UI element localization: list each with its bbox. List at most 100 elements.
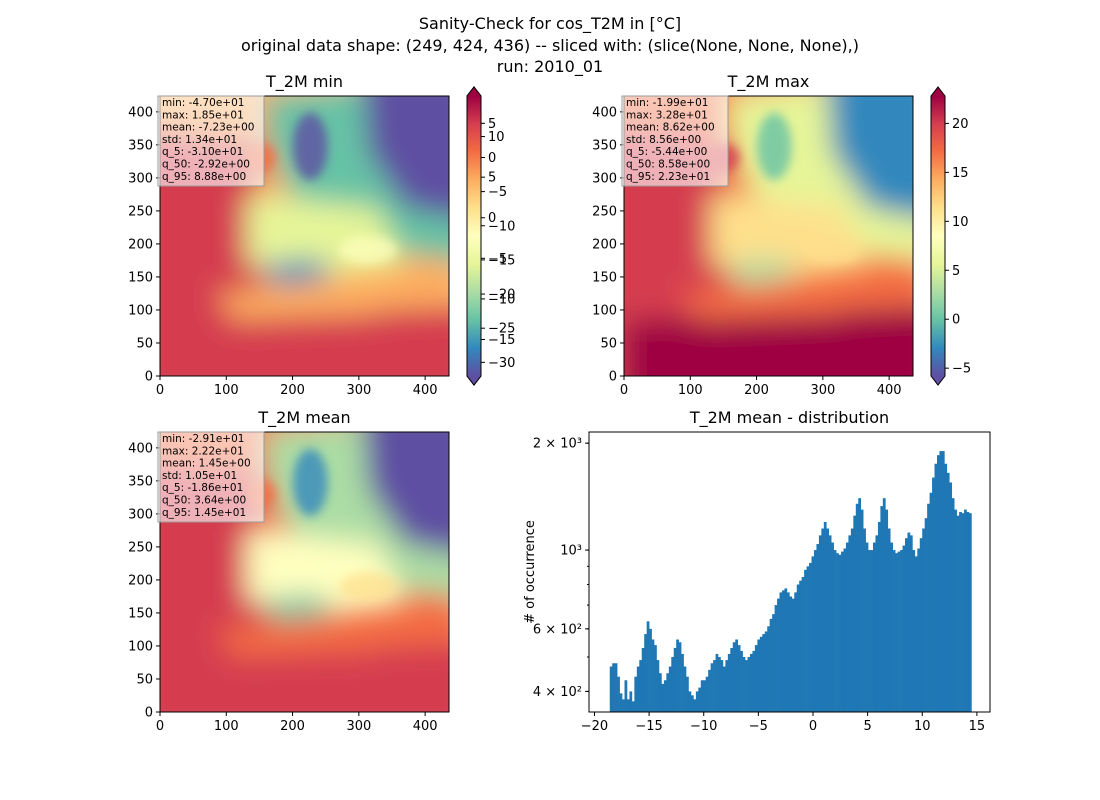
stats-line: mean: 8.62e+00 <box>626 122 715 134</box>
colorbar-extend-min <box>931 376 945 385</box>
colorbar-tick-label: 15 <box>952 166 969 181</box>
histogram-bar <box>666 673 670 712</box>
histogram-bar <box>870 550 874 712</box>
histogram-bar <box>636 666 640 712</box>
histogram-bar <box>722 666 726 712</box>
histogram-bar <box>927 503 930 712</box>
histogram-bar <box>858 498 862 712</box>
histogram-bar <box>946 472 950 712</box>
histogram-bar <box>617 676 620 712</box>
axes-frame <box>623 95 914 377</box>
histogram-bar <box>895 553 898 712</box>
histogram-bar <box>882 498 886 712</box>
panel-title: T_2M mean <box>257 408 350 428</box>
colorbar-tick-label: 0 <box>952 313 960 328</box>
y-tick-label: 400 <box>128 105 153 120</box>
histogram-bar <box>831 542 834 712</box>
histogram-bar <box>654 645 657 712</box>
stats-line: min: -4.70e+01 <box>162 97 244 109</box>
histogram-bar <box>865 542 869 712</box>
histogram-bar <box>799 580 802 712</box>
histogram-bar <box>730 648 734 712</box>
histogram-bar <box>845 542 849 712</box>
stats-line: max: 2.22e+01 <box>162 445 244 457</box>
stats-line: q_95: 8.88e+00 <box>162 171 246 183</box>
histogram-bar <box>767 626 770 712</box>
colorbar-extend-min <box>467 376 481 385</box>
y-tick-label: 200 <box>128 237 153 252</box>
histogram-bar <box>774 605 778 712</box>
histogram-bar <box>919 538 923 712</box>
histogram-bar <box>841 551 844 712</box>
histogram-bar <box>811 556 815 712</box>
heatmap-image <box>160 432 449 712</box>
histogram-bar <box>762 634 766 712</box>
histogram-bar <box>656 660 660 712</box>
histogram-bar <box>681 653 684 712</box>
histogram-bar <box>929 492 933 712</box>
histogram-bar <box>934 463 938 712</box>
colorbar-tick-label: 5 <box>952 264 960 279</box>
x-tick-label: 15 <box>969 719 986 734</box>
histogram-bar <box>759 636 763 712</box>
colorbar-gradient <box>931 96 945 376</box>
histogram-bar <box>639 660 643 712</box>
colorbar-tick-label: 5 <box>488 117 496 132</box>
histogram-bar <box>932 477 935 712</box>
histogram-bar <box>718 656 721 712</box>
histogram-bar <box>941 451 945 712</box>
x-tick-label: 10 <box>914 719 931 734</box>
histogram-bar <box>626 699 630 712</box>
histogram-bar <box>646 621 650 712</box>
stats-line: mean: -7.23e+00 <box>162 122 254 134</box>
histogram-bar <box>804 569 807 712</box>
histogram-bar <box>673 648 677 712</box>
histogram-bar <box>956 515 960 712</box>
histogram-bar <box>961 513 965 712</box>
histogram-bar <box>740 650 743 712</box>
x-tick-label: 100 <box>678 383 703 398</box>
colorbar-tick-label: 5 <box>488 171 496 186</box>
histogram-bar <box>838 554 842 712</box>
y-tick-label: 300 <box>128 171 153 186</box>
histogram-bar <box>843 548 847 712</box>
histogram-bar <box>715 653 719 712</box>
histogram-bar <box>686 676 689 712</box>
y-tick-label: 0 <box>145 370 153 385</box>
histogram-bar <box>754 645 758 712</box>
x-tick-label: 300 <box>346 719 371 734</box>
x-tick-label: 400 <box>413 383 438 398</box>
y-tick-label: 100 <box>128 303 153 318</box>
histogram-bar <box>619 693 623 712</box>
stats-line: std: 1.05e+01 <box>162 470 237 482</box>
x-tick-label: 0 <box>156 383 164 398</box>
y-tick-label: 0 <box>145 706 153 721</box>
colorbar-outline <box>466 86 482 386</box>
axes-frame <box>159 95 450 377</box>
histogram-bar <box>705 676 709 712</box>
histogram-bar <box>944 463 948 712</box>
histogram-bar <box>794 592 798 712</box>
histogram-bar <box>789 596 793 712</box>
histogram-bar <box>853 515 857 712</box>
stats-line: q_50: 8.58e+00 <box>626 159 710 171</box>
colorbar-gradient <box>467 96 481 376</box>
histogram-bar <box>720 660 724 712</box>
x-tick-label: 5 <box>863 719 871 734</box>
histogram-bar <box>917 548 921 712</box>
y-tick-label: 250 <box>128 204 153 219</box>
histogram-bar <box>671 656 675 712</box>
histogram-bar <box>747 656 751 712</box>
histogram-bar <box>909 535 913 712</box>
x-tick-label: −15 <box>635 719 662 734</box>
histogram-bar <box>890 542 893 712</box>
y-tick-label: 400 <box>592 105 617 120</box>
histogram-bar <box>873 542 876 712</box>
x-tick-label: 0 <box>620 383 628 398</box>
stats-line: q_95: 1.45e+01 <box>162 507 246 519</box>
histogram-bar <box>651 639 655 712</box>
